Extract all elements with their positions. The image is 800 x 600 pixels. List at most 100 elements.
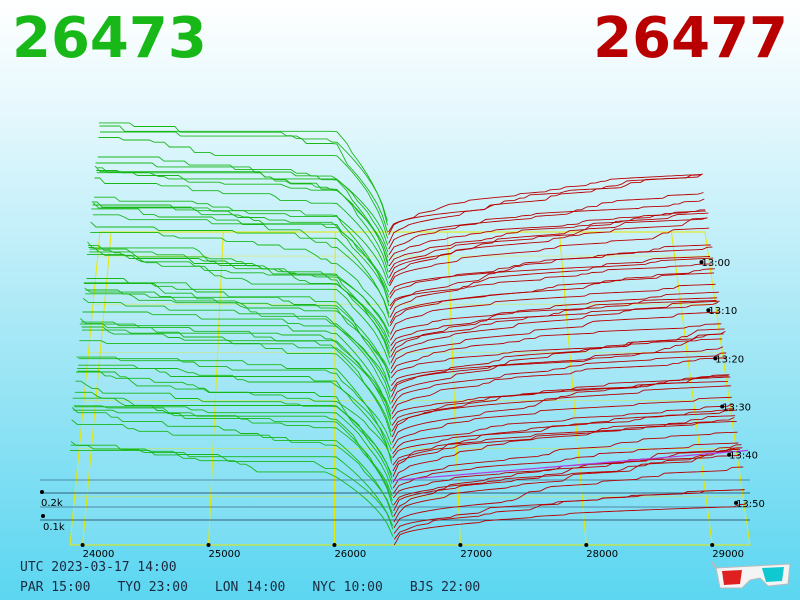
- ask-depth-curve: [392, 415, 736, 472]
- zone-lon: LON 14:00: [214, 580, 286, 595]
- bid-depth-curve: [74, 406, 393, 491]
- ask-depth-curve: [389, 283, 716, 335]
- price-tick-marker: [584, 543, 589, 547]
- ask-depth-curve: [393, 448, 740, 506]
- bid-depth-curve: [98, 122, 389, 233]
- ask-depth-curve: [390, 300, 717, 341]
- ask-depth-curve: [393, 503, 746, 546]
- price-tick-label: 28000: [586, 549, 618, 560]
- bid-depth-curve: [94, 177, 389, 279]
- ask-depth-curve: [390, 311, 721, 369]
- 3d-glasses-icon[interactable]: [712, 558, 794, 594]
- utc-timestamp: UTC 2023-03-17 14:00: [20, 560, 177, 575]
- bid-depth-curve: [76, 371, 393, 475]
- ask-depth-curve: [392, 442, 739, 495]
- bid-depth-curve: [80, 321, 392, 420]
- ask-depth-curve: [388, 210, 706, 267]
- ask-depth-curve: [392, 385, 732, 443]
- bid-depth-curve: [71, 419, 394, 518]
- bid-depth-curve: [95, 162, 389, 267]
- bid-depth-curve: [70, 441, 394, 527]
- bid-depth-curve: [90, 221, 390, 318]
- ask-depth-curve: [393, 489, 745, 540]
- ask-price: 26477: [593, 6, 788, 71]
- ask-depth-curve: [390, 300, 720, 364]
- bid-depth-curve: [82, 311, 392, 405]
- price-tick-marker: [458, 543, 463, 547]
- bid-depth-curve: [91, 201, 390, 307]
- bid-depth-curve: [72, 397, 393, 506]
- ask-depth-curve: [392, 431, 738, 489]
- ask-depth-curve: [388, 209, 706, 261]
- ask-depth-curve: [392, 403, 733, 455]
- ask-depth-curve: [389, 244, 711, 299]
- ask-depth-curve: [389, 263, 712, 307]
- ask-depth-curve: [388, 173, 702, 236]
- bid-depth-curve: [89, 251, 390, 338]
- ask-depth-curve: [390, 297, 718, 347]
- price-tick-label: 24000: [83, 549, 115, 560]
- price-tick-marker: [710, 543, 715, 547]
- bid-depth-curve: [80, 318, 392, 426]
- bid-depth-curve: [90, 232, 390, 327]
- ask-depth-curve: [391, 331, 726, 403]
- ask-depth-curve: [391, 374, 730, 432]
- ask-depth-curve: [389, 227, 710, 287]
- bid-depth-curve: [74, 391, 393, 484]
- time-tick-label: 13:10: [708, 306, 737, 317]
- ask-depth-curve: [391, 376, 731, 438]
- bid-depth-curve: [73, 409, 393, 502]
- bid-depth-curve: [82, 329, 392, 412]
- ask-depth-curve: [393, 447, 741, 512]
- ask-depth-curve: [392, 396, 732, 449]
- ask-depth-curve: [388, 217, 707, 273]
- bid-depth-curve: [78, 358, 392, 446]
- ask-depth-curve: [391, 333, 724, 392]
- price-tick-label: 25000: [209, 549, 241, 560]
- bid-depth-curve: [73, 405, 393, 497]
- bid-depth-curve: [97, 167, 389, 252]
- zone-nyc: NYC 10:00: [312, 580, 383, 595]
- ask-depth-curve: [392, 420, 737, 483]
- bid-depth-curve: [92, 204, 390, 303]
- ask-depth-curve: [389, 268, 715, 326]
- bid-depth-curve: [84, 287, 391, 382]
- ask-depth-curve: [388, 192, 704, 250]
- time-tick-marker: [727, 452, 732, 457]
- price-tick-label: 29000: [712, 549, 744, 560]
- ask-depth-curve: [393, 455, 740, 499]
- ask-depth-curve: [390, 323, 722, 374]
- bid-depth-curve: [88, 247, 390, 344]
- bid-depth-curve: [86, 254, 391, 359]
- bid-depth-curve: [78, 364, 392, 452]
- bid-depth-curve: [100, 131, 388, 222]
- bid-depth-curve: [83, 282, 391, 392]
- bid-depth-curve: [94, 165, 389, 273]
- bid-depth-curve: [98, 137, 389, 239]
- price-tick-label: 27000: [460, 549, 492, 560]
- latest-ask-curve: [394, 449, 749, 481]
- ask-depth-curve: [389, 257, 714, 318]
- ask-depth-curve: [392, 417, 735, 466]
- volume-tick-marker: [41, 514, 45, 518]
- ask-depth-curve: [388, 212, 709, 284]
- time-tick-label: 13:40: [729, 451, 758, 462]
- bid-depth-curve: [82, 298, 391, 399]
- volume-tick-label: 0.2k: [41, 498, 63, 509]
- bid-depth-curve: [99, 125, 388, 226]
- ask-depth-curve: [390, 346, 724, 386]
- ask-depth-curve: [393, 447, 743, 523]
- time-tick-marker: [713, 356, 718, 361]
- ask-depth-curve: [388, 217, 708, 278]
- volume-tick-label: 0.1k: [43, 522, 65, 533]
- ask-depth-curve: [388, 198, 705, 256]
- ask-depth-curve: [388, 173, 703, 244]
- time-tick-label: 13:50: [736, 499, 765, 510]
- price-tick-label: 26000: [334, 549, 366, 560]
- bid-depth-curve: [70, 444, 394, 530]
- bid-depth-curve: [71, 407, 394, 514]
- bid-depth-curve: [70, 449, 394, 537]
- bid-depth-curve: [79, 340, 392, 437]
- zone-tyo: TYO 23:00: [117, 580, 188, 595]
